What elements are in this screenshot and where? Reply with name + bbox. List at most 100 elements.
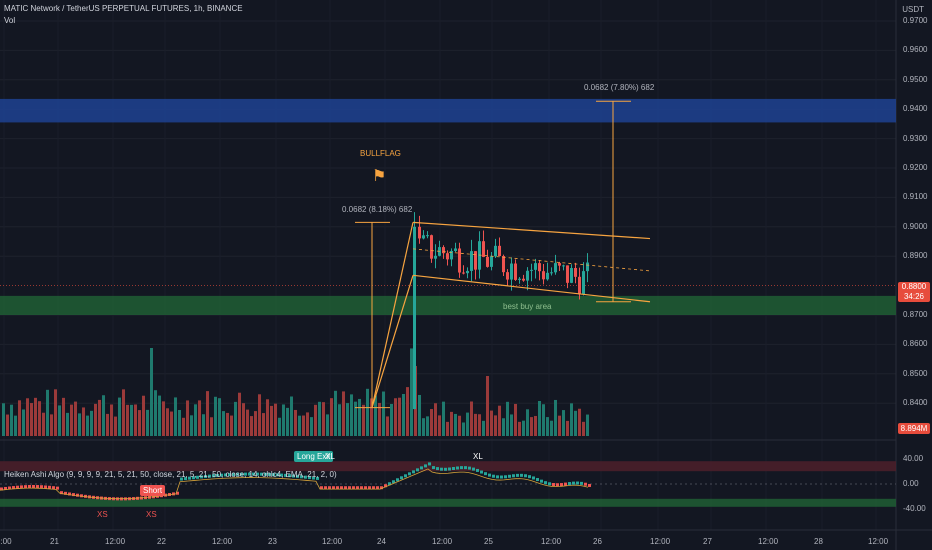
osc-point [392, 480, 395, 484]
osc-point [448, 467, 451, 471]
volume-bar [2, 403, 5, 436]
osc-point [496, 475, 499, 479]
osc-point [56, 486, 59, 490]
volume-bar [274, 403, 277, 436]
volume-bar [90, 410, 93, 436]
volume-bar [118, 397, 121, 436]
osc-point [260, 472, 263, 476]
volume-bar [350, 394, 353, 436]
volume-bar [486, 376, 489, 436]
volume-bar [378, 402, 381, 436]
osc-point [188, 476, 191, 480]
time-tick-label: 12:00 [868, 537, 889, 546]
time-tick-label: 23 [268, 537, 277, 546]
volume-bar [518, 421, 521, 436]
indicator-title[interactable]: Heiken Ashi Algo (9, 9, 9, 9, 21, 5, 21,… [4, 470, 337, 479]
candle-body [530, 269, 533, 271]
osc-point [28, 485, 31, 489]
pole-line-2 [371, 222, 414, 408]
osc-point [548, 482, 551, 486]
oscillator-pane [0, 461, 896, 507]
price-tick-label: 0.8500 [903, 368, 928, 378]
osc-upper-band [0, 461, 896, 472]
osc-point [584, 482, 587, 486]
osc-point [264, 472, 267, 476]
volume-bar [470, 401, 473, 436]
volume-bar [222, 411, 225, 436]
osc-point [328, 486, 331, 490]
osc-point [468, 466, 471, 470]
volume-bar [498, 405, 501, 436]
candle-body [482, 241, 485, 257]
candle-body [558, 263, 561, 266]
candle-body [430, 235, 433, 259]
osc-point [12, 486, 15, 490]
osc-point [396, 478, 399, 482]
volume-bar [178, 409, 181, 436]
price-tick-label: 0.9300 [903, 133, 928, 143]
candle-body [526, 270, 529, 281]
osc-point [16, 485, 19, 489]
osc-point [324, 486, 327, 490]
volume-bar [158, 395, 161, 436]
volume-bar [554, 399, 557, 436]
volume-bar [46, 389, 49, 436]
osc-point [44, 485, 47, 489]
price-tick-label: 0.8400 [903, 398, 928, 408]
short-label: Short [140, 485, 166, 496]
osc-point [216, 473, 219, 477]
osc-point [400, 476, 403, 480]
osc-point [200, 475, 203, 479]
osc-point [484, 472, 487, 476]
volume-bar [446, 421, 449, 436]
xl-label-2: XL [473, 452, 483, 461]
candle-body [518, 278, 521, 280]
osc-point [52, 486, 55, 490]
osc-point [316, 476, 319, 480]
volume-bar [422, 418, 425, 436]
candle-body [498, 245, 501, 257]
osc-point [340, 486, 343, 490]
volume-bar [58, 405, 61, 436]
osc-point [576, 481, 579, 485]
osc-point [524, 474, 527, 478]
price-tick-label: 0.9600 [903, 45, 928, 55]
volume-bar [382, 391, 385, 436]
osc-point [360, 486, 363, 490]
candle-body [413, 226, 416, 410]
volume-bar [454, 413, 457, 436]
osc-point [540, 479, 543, 483]
osc-point [444, 467, 447, 471]
volume-bar [126, 404, 129, 436]
time-tick-label: 12:00 [432, 537, 453, 546]
best-buy-label: best buy area [503, 302, 552, 311]
measure-right-label: 0.0682 (7.80%) 682 [584, 83, 655, 92]
last-price: 0.8800 [901, 282, 927, 291]
osc-point [32, 484, 35, 488]
volume-bar [302, 415, 305, 436]
osc-tick-label: -40.00 [903, 503, 926, 513]
price-tick-label: 0.9500 [903, 74, 928, 84]
candle-body [534, 263, 537, 270]
osc-point [580, 481, 583, 485]
volume-bar [26, 398, 29, 436]
symbol-title: MATIC Network / TetherUS PERPETUAL FUTUR… [4, 4, 243, 13]
candle-body [538, 263, 541, 272]
osc-point [228, 473, 231, 477]
volume-bar [210, 417, 213, 436]
volume-bar [398, 397, 401, 436]
time-tick-label: 24 [377, 537, 386, 546]
volume-bar [514, 403, 517, 436]
candle-body [586, 262, 589, 272]
volume-bar [182, 417, 185, 436]
volume-bar [190, 415, 193, 436]
volume-bar [390, 403, 393, 436]
bullflag-label: BULLFLAG [360, 149, 401, 158]
price-tick-label: 0.9700 [903, 16, 928, 25]
volume-bar [266, 399, 269, 436]
osc-point [376, 486, 379, 490]
time-tick-label: 21 [50, 537, 59, 546]
osc-point [456, 466, 459, 470]
volume-bar [298, 415, 301, 436]
osc-point [296, 474, 299, 478]
